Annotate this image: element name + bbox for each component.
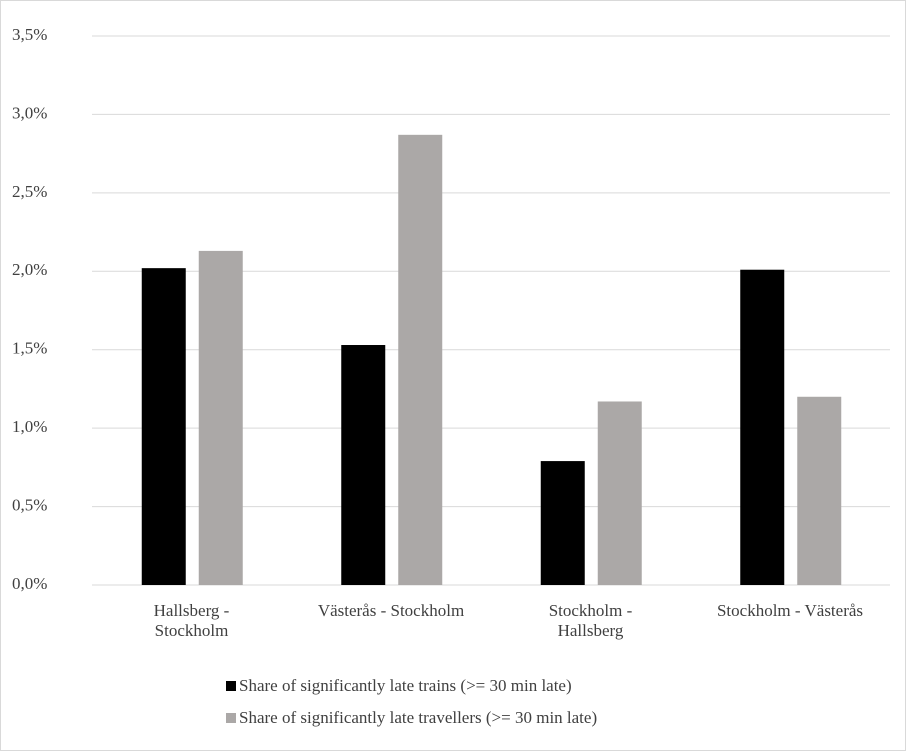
legend-swatch xyxy=(226,681,236,691)
bar xyxy=(198,250,243,585)
legend-label: Share of significantly late travellers (… xyxy=(239,708,598,727)
legend-swatch xyxy=(226,713,236,723)
y-tick-label: 3,0% xyxy=(12,103,47,122)
y-tick-label: 2,0% xyxy=(12,260,47,279)
bar xyxy=(740,269,785,585)
x-tick-label: Hallsberg - Stockholm xyxy=(153,601,230,640)
bar xyxy=(597,401,642,585)
y-tick-label: 0,5% xyxy=(12,495,47,514)
bar xyxy=(341,345,386,585)
y-tick-label: 1,5% xyxy=(12,339,47,358)
x-tick-label: Stockholm - Hallsberg xyxy=(548,601,633,640)
bar xyxy=(141,268,186,585)
bar xyxy=(797,396,842,585)
y-tick-label: 1,0% xyxy=(12,417,47,436)
legend-label: Share of significantly late trains (>= 3… xyxy=(239,676,572,695)
x-tick-label: Västerås - Stockholm xyxy=(317,601,465,620)
bar xyxy=(540,461,585,585)
y-tick-label: 2,5% xyxy=(12,182,47,201)
y-tick-label: 0,0% xyxy=(12,574,47,593)
x-tick-label: Stockholm - Västerås xyxy=(716,601,864,620)
y-tick-label: 3,5% xyxy=(12,25,47,44)
bar xyxy=(398,134,443,585)
